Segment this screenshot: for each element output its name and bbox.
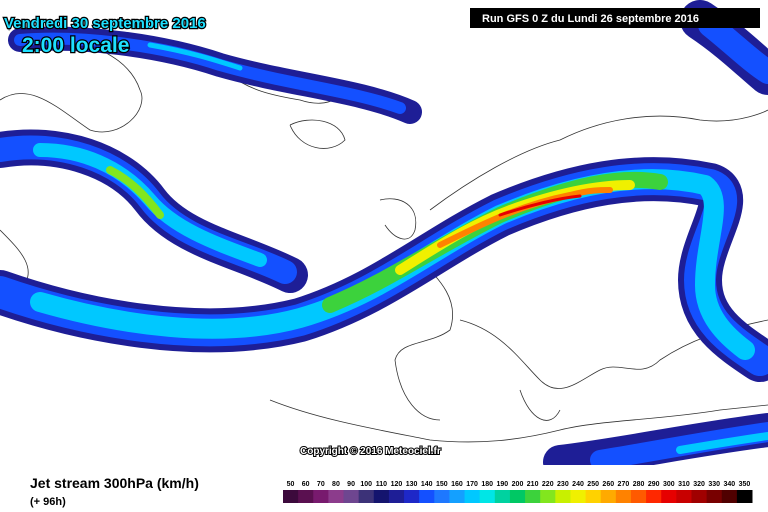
legend-label: 280 — [633, 481, 645, 488]
date: Vendredi 30 septembre 2016 — [4, 15, 206, 32]
legend-swatch — [373, 490, 390, 503]
legend-swatch — [313, 490, 329, 503]
legend-label: 240 — [572, 481, 584, 488]
legend-label: 290 — [648, 481, 660, 488]
legend-label: 270 — [618, 481, 630, 488]
run-box — [470, 8, 760, 28]
map-bg — [0, 0, 768, 465]
legend-swatch — [691, 490, 708, 503]
legend-swatch — [434, 490, 450, 503]
legend-label: 320 — [693, 481, 705, 488]
legend-swatch — [509, 490, 526, 503]
legend-swatch — [661, 490, 677, 503]
legend-label: 60 — [302, 481, 310, 488]
footer-title: Jet stream 300hPa (km/h) — [30, 475, 199, 491]
legend-label: 150 — [436, 481, 448, 488]
legend-label: 70 — [317, 481, 325, 488]
legend-swatch — [283, 490, 299, 503]
jet-main — [0, 157, 768, 382]
legend-label: 350 — [739, 481, 751, 488]
legend-label: 180 — [481, 481, 493, 488]
legend-label: 160 — [451, 481, 463, 488]
legend-swatch — [494, 490, 511, 503]
legend-label: 200 — [512, 481, 524, 488]
legend-swatch — [646, 490, 662, 503]
legend-swatch — [328, 490, 345, 503]
legend-swatch — [540, 490, 556, 503]
copyright: Copyright © 2016 Meteociel.fr — [300, 446, 441, 457]
legend-swatch — [585, 490, 602, 503]
jet-southeast — [543, 413, 768, 479]
legend-label: 340 — [723, 481, 735, 488]
legend-label: 330 — [708, 481, 720, 488]
legend-swatch — [298, 490, 314, 503]
legend-swatch — [343, 490, 360, 503]
legend-swatch — [419, 490, 435, 503]
legend-swatch — [630, 490, 647, 503]
legend-label: 100 — [360, 481, 372, 488]
legend-label: 310 — [678, 481, 690, 488]
run: Run GFS 0 Z du Lundi 26 septembre 2016 — [482, 13, 699, 25]
legend-label: 300 — [663, 481, 675, 488]
legend-label: 120 — [391, 481, 403, 488]
time: 2:00 locale — [22, 34, 129, 57]
legend-swatch — [388, 490, 405, 503]
legend-swatch — [479, 490, 496, 503]
legend-label: 230 — [557, 481, 569, 488]
legend-label: 140 — [421, 481, 433, 488]
legend-swatch — [736, 490, 753, 503]
legend-label: 50 — [287, 481, 295, 488]
legend-swatch — [600, 490, 617, 503]
legend-swatch — [721, 490, 738, 503]
legend-label: 80 — [332, 481, 340, 488]
legend-label: 90 — [347, 481, 355, 488]
legend-swatch — [449, 490, 466, 503]
legend-swatch — [404, 490, 420, 503]
legend-swatch — [555, 490, 571, 503]
legend-label: 170 — [466, 481, 478, 488]
footer-lead: (+ 96h) — [30, 496, 66, 508]
legend-swatch — [615, 490, 632, 503]
legend-swatch — [676, 490, 692, 503]
legend: 50 60 70 80 90 100 110 120 130 140 150 160 170 180 190… — [283, 481, 753, 503]
jet-stream — [0, 0, 768, 479]
legend-label: 250 — [587, 481, 599, 488]
legend-label: 190 — [497, 481, 509, 488]
legend-label: 210 — [527, 481, 539, 488]
jet-greenland — [0, 129, 308, 293]
legend-label: 130 — [406, 481, 418, 488]
legend-swatch — [358, 490, 375, 503]
jet-north — [8, 26, 422, 124]
legend-swatch — [570, 490, 587, 503]
legend-swatch — [525, 490, 541, 503]
legend-swatch — [464, 490, 481, 503]
legend-swatch — [706, 490, 723, 503]
footer-bg — [0, 465, 768, 512]
legend-label: 260 — [602, 481, 614, 488]
legend-label: 220 — [542, 481, 554, 488]
legend-label: 110 — [376, 481, 387, 488]
